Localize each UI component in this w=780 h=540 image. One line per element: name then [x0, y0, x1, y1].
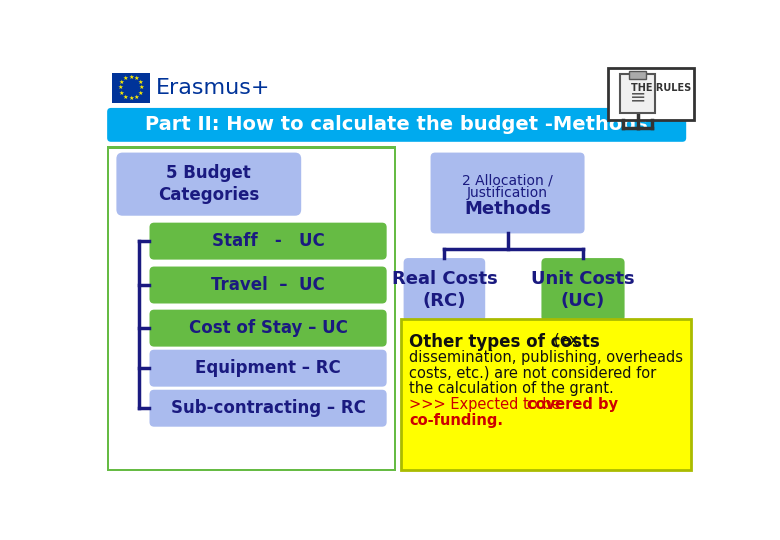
Text: ★: ★ — [137, 91, 144, 96]
Bar — [109, 148, 394, 469]
Text: ★: ★ — [119, 80, 125, 85]
FancyBboxPatch shape — [107, 108, 686, 142]
Text: Equipment – RC: Equipment – RC — [195, 359, 341, 377]
Text: co-funding.: co-funding. — [409, 413, 503, 428]
Bar — [401, 319, 691, 470]
Text: Part II: How to calculate the budget -Methods: Part II: How to calculate the budget -Me… — [145, 116, 648, 134]
Bar — [107, 146, 396, 471]
FancyBboxPatch shape — [150, 222, 387, 260]
FancyBboxPatch shape — [150, 267, 387, 303]
Text: ★: ★ — [137, 80, 144, 85]
Bar — [112, 72, 151, 103]
Text: Cost of Stay – UC: Cost of Stay – UC — [189, 319, 348, 337]
Text: THE RULES: THE RULES — [632, 83, 692, 93]
FancyBboxPatch shape — [541, 258, 625, 321]
FancyBboxPatch shape — [150, 309, 387, 347]
Text: ★: ★ — [122, 94, 129, 100]
FancyBboxPatch shape — [150, 390, 387, 427]
Bar — [608, 68, 694, 120]
Text: costs, etc.) are not considered for: costs, etc.) are not considered for — [409, 365, 656, 380]
Text: ★: ★ — [133, 76, 139, 81]
Text: 5 Budget
Categories: 5 Budget Categories — [158, 164, 260, 204]
Text: Staff   -   UC: Staff - UC — [211, 232, 324, 250]
Text: Sub-contracting – RC: Sub-contracting – RC — [171, 399, 366, 417]
Text: the calculation of the grant.: the calculation of the grant. — [409, 381, 614, 395]
Text: Erasmus+: Erasmus+ — [156, 78, 270, 98]
Text: ★: ★ — [128, 96, 134, 101]
Bar — [620, 74, 654, 112]
Bar — [629, 71, 646, 79]
Text: (ex.:: (ex.: — [549, 333, 588, 348]
Text: ★: ★ — [118, 85, 123, 90]
Text: >>> Expected to be: >>> Expected to be — [409, 397, 566, 413]
FancyBboxPatch shape — [150, 350, 387, 387]
Text: ★: ★ — [128, 75, 134, 79]
Text: Travel  –  UC: Travel – UC — [211, 276, 325, 294]
Text: dissemination, publishing, overheads: dissemination, publishing, overheads — [409, 350, 683, 364]
Text: Other types of costs: Other types of costs — [409, 333, 600, 351]
Text: ≡: ≡ — [629, 87, 646, 106]
FancyBboxPatch shape — [116, 153, 301, 215]
Text: Methods: Methods — [464, 200, 551, 218]
Text: Real Costs
(RC): Real Costs (RC) — [392, 269, 498, 310]
Text: ★: ★ — [139, 85, 144, 90]
Text: Justification: Justification — [467, 186, 548, 200]
Text: 2 Allocation /: 2 Allocation / — [463, 173, 553, 187]
Text: ★: ★ — [133, 94, 139, 100]
Text: covered by: covered by — [526, 397, 618, 413]
Text: Unit Costs
(UC): Unit Costs (UC) — [531, 269, 635, 310]
FancyBboxPatch shape — [403, 258, 485, 321]
Text: ★: ★ — [122, 76, 129, 81]
FancyBboxPatch shape — [431, 153, 584, 233]
Text: ★: ★ — [119, 91, 125, 96]
